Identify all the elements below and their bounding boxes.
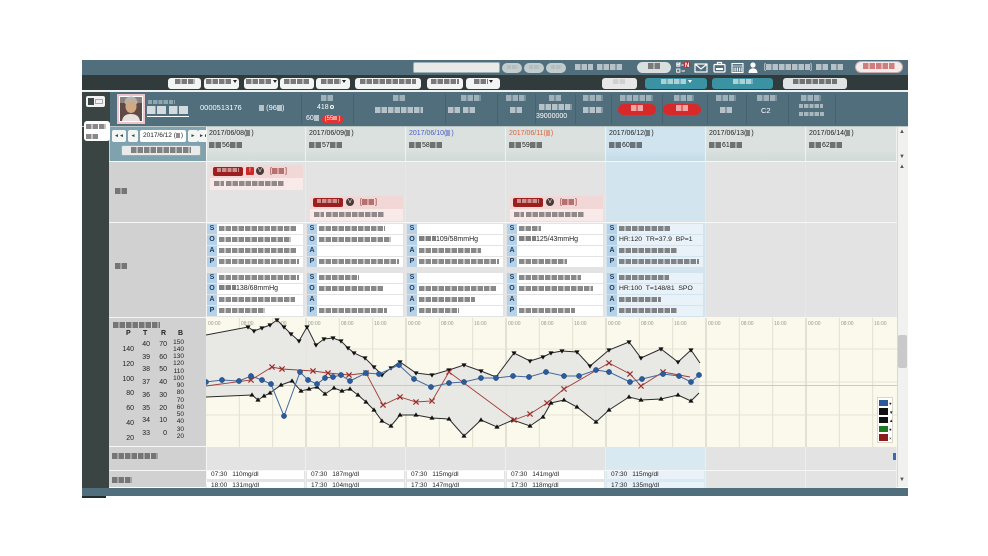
svg-text:00:00: 00:00 [708,321,721,327]
svg-text:08:00: 08:00 [741,321,754,327]
svg-text:16:00: 16:00 [774,321,787,327]
svg-text:08:00: 08:00 [541,321,554,327]
svg-text:16:00: 16:00 [374,321,387,327]
svg-text:08:00: 08:00 [341,321,354,327]
svg-text:16:00: 16:00 [474,321,487,327]
svg-text:00:00: 00:00 [808,321,821,327]
svg-text:16:00: 16:00 [674,321,687,327]
svg-text:08:00: 08:00 [441,321,454,327]
svg-text:00:00: 00:00 [508,321,521,327]
svg-text:08:00: 08:00 [241,321,254,327]
svg-text:08:00: 08:00 [641,321,654,327]
svg-text:00:00: 00:00 [408,321,421,327]
svg-text:00:00: 00:00 [208,321,221,327]
svg-text:16:00: 16:00 [574,321,587,327]
svg-text:16:00: 16:00 [874,321,887,327]
svg-text:00:00: 00:00 [308,321,321,327]
svg-text:08:00: 08:00 [841,321,854,327]
svg-text:N: N [685,63,689,69]
svg-text:00:00: 00:00 [608,321,621,327]
